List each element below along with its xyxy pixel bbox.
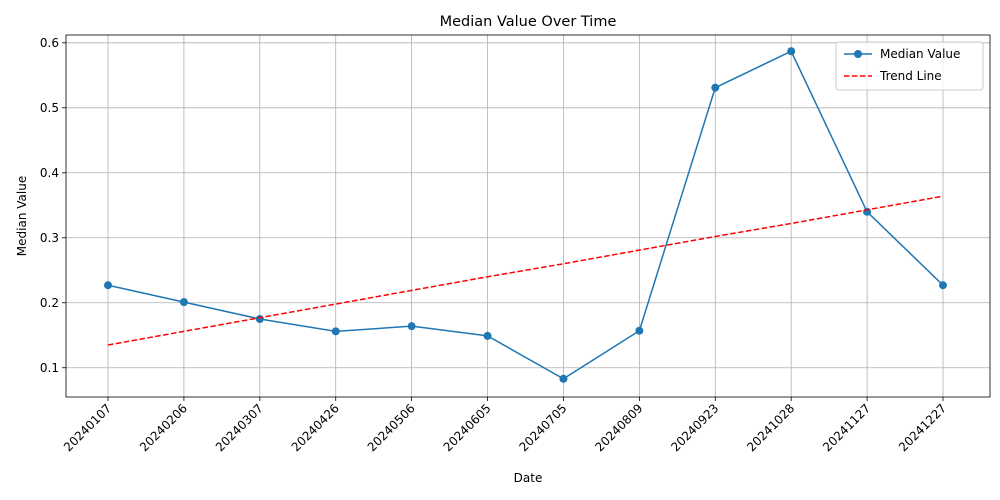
legend-label: Median Value bbox=[880, 47, 960, 61]
legend-box bbox=[835, 41, 984, 91]
legend-marker bbox=[854, 50, 862, 58]
x-tick-label: 20241028 bbox=[744, 401, 797, 454]
chart-title: Median Value Over Time bbox=[440, 14, 617, 30]
data-point bbox=[635, 326, 644, 335]
x-tick-label: 20240107 bbox=[61, 401, 114, 454]
legend-entries: Median Value Trend Line bbox=[844, 47, 960, 83]
x-tick-label: 20240426 bbox=[289, 401, 342, 454]
trend-line bbox=[107, 195, 944, 346]
x-tick-label: 20240206 bbox=[137, 401, 190, 454]
data-point bbox=[559, 374, 568, 383]
y-axis-label: Median Value bbox=[15, 176, 29, 256]
x-tick-label: 20240809 bbox=[592, 401, 645, 454]
grid bbox=[66, 35, 990, 397]
x-tick-label: 20240605 bbox=[441, 401, 494, 454]
data-point bbox=[939, 281, 947, 290]
data-point bbox=[711, 83, 720, 92]
series bbox=[104, 47, 947, 383]
y-tick-label: 0.1 bbox=[40, 361, 59, 375]
y-tick-label: 0.4 bbox=[40, 166, 59, 180]
x-tick-label: 20240307 bbox=[213, 401, 266, 454]
data-point bbox=[104, 281, 112, 290]
data-point bbox=[255, 315, 264, 324]
data-point bbox=[179, 298, 188, 307]
data-point bbox=[483, 331, 492, 340]
y-tick-label: 0.3 bbox=[40, 231, 59, 245]
legend-label: Trend Line bbox=[879, 69, 942, 83]
data-point bbox=[407, 322, 416, 331]
x-axis-label: Date bbox=[514, 471, 543, 485]
x-tick-label: 20241127 bbox=[820, 401, 873, 454]
x-tick-label: 20241227 bbox=[896, 401, 949, 454]
data-point bbox=[331, 327, 340, 336]
y-tick-label: 0.6 bbox=[40, 36, 59, 50]
data-point bbox=[863, 207, 872, 216]
x-tick-label: 20240506 bbox=[365, 401, 418, 454]
data-point bbox=[787, 47, 796, 56]
x-tick-label: 20240705 bbox=[516, 401, 569, 454]
median-value-line bbox=[107, 50, 944, 380]
legend: Median Value Trend Line bbox=[835, 41, 984, 91]
y-tick-label: 0.2 bbox=[40, 296, 59, 310]
plot-frame bbox=[65, 34, 991, 398]
y-tick-label: 0.5 bbox=[40, 101, 59, 115]
x-tick-label: 20240923 bbox=[668, 401, 721, 454]
